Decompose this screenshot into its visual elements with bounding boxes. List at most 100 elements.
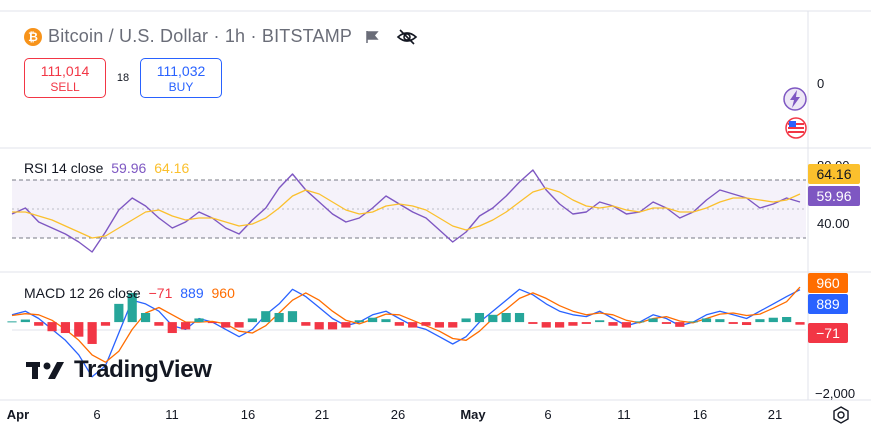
macd-histogram-bar — [701, 318, 712, 323]
macd-histogram-bar — [368, 317, 378, 323]
macd-legend[interactable]: MACD 12 26 close −71 889 960 — [24, 285, 239, 301]
macd-histogram-bar — [741, 322, 752, 326]
price-axis-label: 0 — [817, 76, 824, 91]
trade-buttons: 111,014 SELL 18 111,032 BUY — [24, 58, 222, 98]
us-flag-icon[interactable] — [784, 116, 808, 140]
macd-histogram-bar — [314, 322, 324, 330]
macd-line-tag-text: 889 — [816, 296, 840, 312]
sell-price: 111,014 — [40, 62, 90, 79]
time-axis-tick: 26 — [391, 407, 405, 422]
time-axis[interactable]: Apr 6 11 16 21 26 May 6 11 16 21 — [7, 407, 782, 422]
sell-label: SELL — [50, 79, 80, 94]
macd-histogram-bar — [60, 322, 71, 334]
time-axis-tick: 16 — [241, 407, 255, 422]
macd-histogram-bar — [127, 292, 137, 323]
spread-value: 18 — [116, 72, 130, 84]
macd-histogram-bar — [688, 321, 698, 323]
macd-legend-label: MACD 12 26 close — [24, 285, 141, 301]
rsi-legend-label: RSI 14 close — [24, 160, 104, 176]
macd-histogram-bar — [474, 312, 485, 323]
time-axis-tick: 11 — [165, 407, 179, 422]
macd-histogram-bar — [181, 322, 191, 330]
macd-histogram-bar — [661, 322, 672, 324]
time-axis-tick: May — [460, 407, 486, 422]
bitcoin-icon: ₿ — [24, 27, 42, 46]
macd-histogram-bar — [100, 322, 111, 326]
macd-signal-tag-text: 960 — [816, 275, 840, 291]
macd-histogram-bar — [728, 322, 738, 324]
hide-eye-icon[interactable] — [396, 28, 418, 46]
macd-histogram-bar — [140, 312, 151, 323]
macd-legend-hist: −71 — [148, 285, 173, 301]
macd-axis-label: −2,000 — [815, 386, 855, 401]
macd-histogram-bar — [448, 322, 458, 328]
lightning-icon[interactable] — [782, 86, 808, 112]
time-axis-tick: 6 — [544, 407, 551, 422]
chart-settings-icon[interactable] — [832, 406, 850, 424]
macd-histogram-bar — [795, 322, 805, 325]
rsi-legend-value: 59.96 — [111, 160, 147, 176]
macd-histogram-bar — [501, 312, 511, 323]
rsi-legend-ma-value: 64.16 — [154, 160, 190, 176]
macd-histogram-bar — [648, 318, 658, 323]
rsi-ma-tag — [808, 164, 860, 184]
macd-histogram-bar — [434, 322, 444, 328]
time-axis-tick: 6 — [93, 407, 100, 422]
macd-histogram-bar — [194, 318, 204, 323]
time-axis-tick: 11 — [617, 407, 631, 422]
time-axis-tick: 21 — [315, 407, 329, 422]
buy-price: 111,032 — [156, 62, 206, 79]
macd-histogram-bar — [234, 322, 244, 328]
macd-histogram-bar — [327, 322, 338, 330]
macd-histogram-bar — [20, 319, 30, 323]
macd-histogram-bar — [408, 322, 418, 328]
macd-histogram-bar — [635, 321, 645, 323]
macd-line — [11, 288, 801, 378]
macd-histogram-bar — [581, 322, 591, 324]
sell-button[interactable]: 111,014 SELL — [24, 58, 106, 98]
rsi-axis-label-40: 40.00 — [817, 216, 850, 231]
time-axis-tick: 16 — [693, 407, 707, 422]
macd-histogram-bar — [207, 322, 217, 324]
macd-histogram-bar — [595, 320, 605, 323]
macd-line-tag — [808, 294, 848, 314]
macd-histogram-bar — [167, 322, 177, 334]
macd-histogram-bar — [34, 322, 44, 326]
macd-histogram-bar — [247, 318, 258, 323]
macd-histogram-bar — [528, 322, 538, 324]
tradingview-logo-text: TradingView — [74, 356, 212, 383]
macd-legend-macd: 889 — [180, 285, 204, 301]
tradingview-logo[interactable]: TradingView — [26, 356, 212, 384]
flag-icon[interactable] — [364, 29, 380, 45]
rsi-value-tag-text: 59.96 — [816, 188, 851, 204]
macd-histogram-bar — [381, 319, 391, 323]
macd-histogram-bar — [421, 322, 431, 326]
buy-button[interactable]: 111,032 BUY — [140, 58, 222, 98]
macd-histogram-bar — [341, 322, 351, 328]
macd-signal-tag — [808, 273, 848, 293]
macd-plot — [7, 286, 805, 378]
rsi-legend[interactable]: RSI 14 close 59.96 64.16 — [24, 160, 193, 176]
buy-label: BUY — [168, 79, 194, 94]
tradingview-logo-icon — [26, 362, 64, 379]
rsi-plot — [11, 169, 801, 253]
macd-histogram-bar — [274, 312, 284, 323]
macd-histogram-bar — [394, 322, 404, 326]
macd-histogram-bar — [554, 322, 565, 328]
symbol-title[interactable]: Bitcoin / U.S. Dollar · 1h · BITSTAMP — [48, 26, 353, 46]
macd-histogram-bar — [715, 319, 725, 323]
macd-histogram-bar — [221, 322, 231, 328]
macd-histogram-bar — [608, 322, 618, 326]
macd-histogram-tag — [808, 323, 848, 343]
rsi-14-close-line — [11, 169, 801, 253]
macd-histogram-bar — [154, 322, 164, 326]
macd-histogram-bar — [514, 312, 525, 323]
macd-histogram-bar — [488, 314, 498, 323]
time-axis-tick: 21 — [768, 407, 782, 422]
macd-legend-signal: 960 — [211, 285, 235, 301]
macd-histogram-bar — [261, 311, 271, 323]
macd-histogram-bar — [87, 322, 97, 344]
rsi-ma-tag-text: 64.16 — [816, 166, 851, 182]
macd-histogram-bar — [461, 318, 471, 323]
